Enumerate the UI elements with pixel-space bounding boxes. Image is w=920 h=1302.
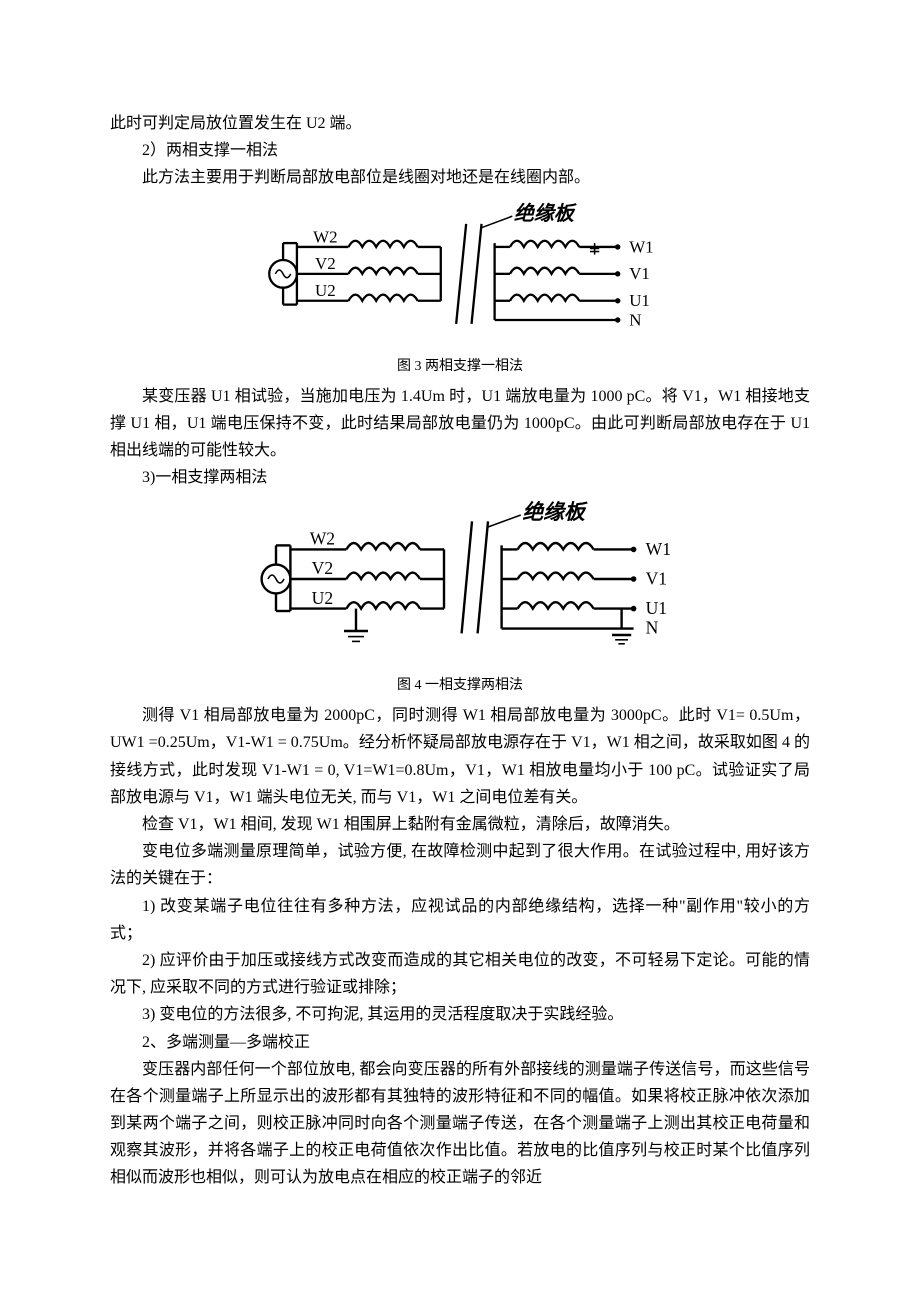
- svg-text:W2: W2: [310, 529, 335, 549]
- body-text: 测得 V1 相局部放电量为 2000pC，同时测得 W1 相局部放电量为 300…: [110, 702, 810, 811]
- svg-text:绝缘板: 绝缘板: [522, 500, 588, 524]
- figure-4-svg: W2 V2 U2 绝缘板 W1 V1 U1N: [250, 499, 670, 659]
- svg-text:V1: V1: [629, 264, 650, 283]
- body-text: 变压器内部任何一个部位放电, 都会向变压器的所有外部接线的测量端子传送信号，而这…: [110, 1056, 810, 1192]
- svg-text:W1: W1: [629, 237, 653, 256]
- figure-4: W2 V2 U2 绝缘板 W1 V1 U1N: [110, 499, 810, 668]
- body-text: 某变压器 U1 相试验，当施加电压为 1.4Um 时，U1 端放电量为 1000…: [110, 383, 810, 465]
- svg-text:绝缘板: 绝缘板: [514, 202, 577, 225]
- svg-text:V2: V2: [312, 558, 334, 578]
- svg-text:W1: W1: [646, 539, 670, 559]
- svg-text:U2: U2: [315, 281, 336, 300]
- figure-3-svg: W2 V2 U2 绝缘板 W1 V1 U1N: [260, 200, 660, 340]
- svg-text:N: N: [646, 618, 659, 638]
- figure-3-caption: 图 3 两相支撑一相法: [110, 355, 810, 379]
- body-text: 2、多端测量—多端校正: [110, 1029, 810, 1056]
- svg-text:U1: U1: [629, 291, 650, 310]
- svg-text:W2: W2: [313, 227, 337, 246]
- body-text: 此时可判定局放位置发生在 U2 端。: [110, 110, 810, 137]
- svg-text:U2: U2: [312, 588, 334, 608]
- figure-3: W2 V2 U2 绝缘板 W1 V1 U1N: [110, 200, 810, 349]
- body-text: 3) 变电位的方法很多, 不可拘泥, 其运用的灵活程度取决于实践经验。: [110, 1001, 810, 1028]
- body-text: 2) 应评价由于加压或接线方式改变而造成的其它相关电位的改变，不可轻易下定论。可…: [110, 947, 810, 1001]
- svg-text:V1: V1: [646, 569, 668, 589]
- body-text: 1) 改变某端子电位往往有多种方法，应视试品的内部绝缘结构，选择一种"副作用"较…: [110, 893, 810, 947]
- svg-text:N: N: [629, 310, 641, 329]
- body-text: 3)一相支撑两相法: [110, 464, 810, 491]
- svg-text:U1: U1: [646, 598, 668, 618]
- svg-text:V2: V2: [315, 254, 336, 273]
- body-text: 此方法主要用于判断局部放电部位是线圈对地还是在线圈内部。: [110, 164, 810, 191]
- body-text: 变电位多端测量原理简单，试验方便, 在故障检测中起到了很大作用。在试验过程中, …: [110, 838, 810, 892]
- figure-4-caption: 图 4 一相支撑两相法: [110, 674, 810, 698]
- body-text: 检查 V1，W1 相间, 发现 W1 相围屏上黏附有金属微粒，清除后，故障消失。: [110, 811, 810, 838]
- body-text: 2）两相支撑一相法: [110, 137, 810, 164]
